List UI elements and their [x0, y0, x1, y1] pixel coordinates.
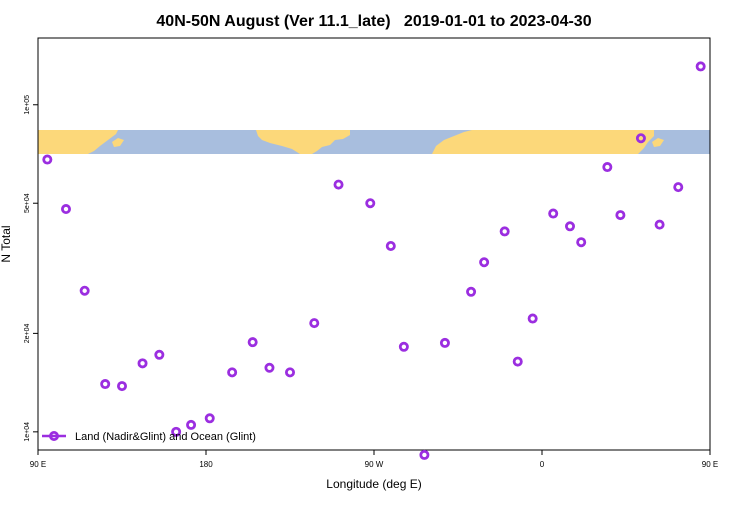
data-point	[512, 356, 523, 367]
data-point	[204, 413, 215, 424]
data-point	[61, 204, 72, 215]
data-point	[171, 426, 182, 437]
data-point	[419, 449, 430, 460]
data-point	[186, 419, 197, 430]
y-tick-label: 2e+04	[24, 323, 31, 343]
data-point	[635, 133, 646, 144]
y-tick-label: 1e+05	[24, 95, 31, 115]
data-point	[615, 210, 626, 221]
x-tick-label: 90 E	[30, 460, 46, 469]
land-japan-east	[652, 138, 664, 147]
data-point	[154, 349, 165, 360]
x-tick-label: 180	[199, 460, 213, 469]
data-point	[673, 182, 684, 193]
x-axis-label: Longitude (deg E)	[326, 477, 421, 491]
data-point	[548, 208, 559, 219]
y-axis-label: N Total	[0, 225, 13, 262]
data-point	[227, 367, 238, 378]
x-tick-label: 0	[540, 460, 545, 469]
y-tick-label: 1e+04	[24, 422, 31, 442]
data-point	[247, 337, 258, 348]
chart-title: 40N-50N August (Ver 11.1_late) 2019-01-0…	[156, 13, 591, 30]
data-point	[137, 358, 148, 369]
data-point	[117, 381, 128, 392]
data-point	[264, 362, 275, 373]
data-point	[576, 237, 587, 248]
data-point	[654, 219, 665, 230]
data-point	[100, 379, 111, 390]
y-axis: 1e+04 2e+04 5e+04 1e+05	[24, 95, 38, 442]
y-tick-label: 5e+04	[24, 193, 31, 213]
x-tick-label: 90 W	[365, 460, 384, 469]
plot-frame	[37, 37, 711, 451]
data-point	[466, 286, 477, 297]
data-point	[398, 341, 409, 352]
data-point	[602, 162, 613, 173]
data-point	[527, 313, 538, 324]
world-map-strip	[38, 130, 710, 154]
land-japan	[112, 138, 124, 147]
data-point	[499, 226, 510, 237]
land-europe-asia	[432, 130, 654, 154]
legend: Land (Nadir&Glint) and Ocean (Glint)	[42, 430, 256, 443]
x-axis: 90 E 180 90 W 0 90 E	[30, 450, 718, 469]
data-point	[695, 61, 706, 72]
data-point	[365, 198, 376, 209]
data-point	[385, 240, 396, 251]
data-points	[42, 61, 706, 460]
data-point	[565, 221, 576, 232]
data-point	[79, 285, 90, 296]
data-point	[333, 179, 344, 190]
x-tick-label: 90 E	[702, 460, 718, 469]
data-point	[284, 367, 295, 378]
data-point	[439, 337, 450, 348]
data-point	[479, 257, 490, 268]
data-point	[309, 318, 320, 329]
legend-label: Land (Nadir&Glint) and Ocean (Glint)	[75, 431, 256, 443]
land-north-america	[256, 130, 350, 154]
data-point	[42, 154, 53, 165]
legend-marker	[49, 430, 60, 441]
land-eurasia-east	[38, 130, 118, 154]
